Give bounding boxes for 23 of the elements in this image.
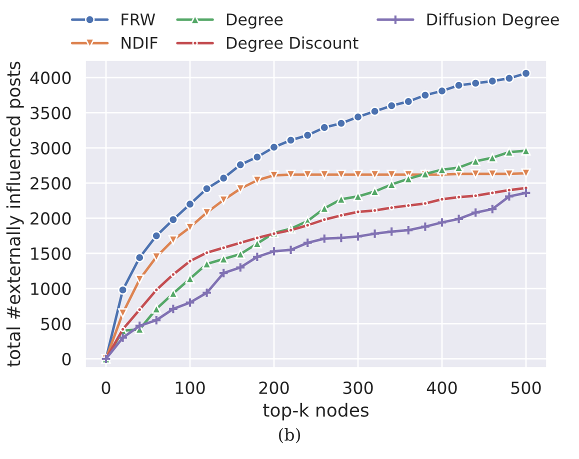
x-axis-title: top-k nodes: [263, 402, 368, 420]
legend-label: Degree Discount: [226, 36, 358, 52]
x-tick-label: 100: [176, 381, 205, 394]
legend-label: FRW: [122, 14, 156, 26]
x-tick-label: 300: [343, 381, 373, 394]
x-tick-label: 200: [259, 381, 289, 394]
legend-label: NDIF: [122, 37, 158, 49]
y-axis-title: total #externally influenced posts: [6, 62, 24, 367]
x-tick-label: 500: [511, 381, 541, 394]
y-tick-label: 0: [62, 352, 71, 366]
legend-label: Diffusion Degree: [427, 13, 559, 29]
y-tick-label: 2500: [30, 177, 71, 190]
y-tick-label: 3000: [30, 142, 71, 154]
legend-label: Degree: [226, 14, 283, 29]
x-tick-label: 400: [426, 381, 457, 394]
y-tick-label: 3500: [30, 106, 71, 120]
text: (b): [278, 428, 300, 444]
y-tick-label: 2000: [30, 212, 71, 225]
y-tick-label: 500: [41, 318, 71, 330]
y-tick-label: 4000: [30, 72, 71, 84]
y-tick-label: 1500: [31, 247, 71, 260]
x-tick-label: 0: [102, 381, 110, 394]
y-tick-label: 1000: [31, 282, 71, 296]
